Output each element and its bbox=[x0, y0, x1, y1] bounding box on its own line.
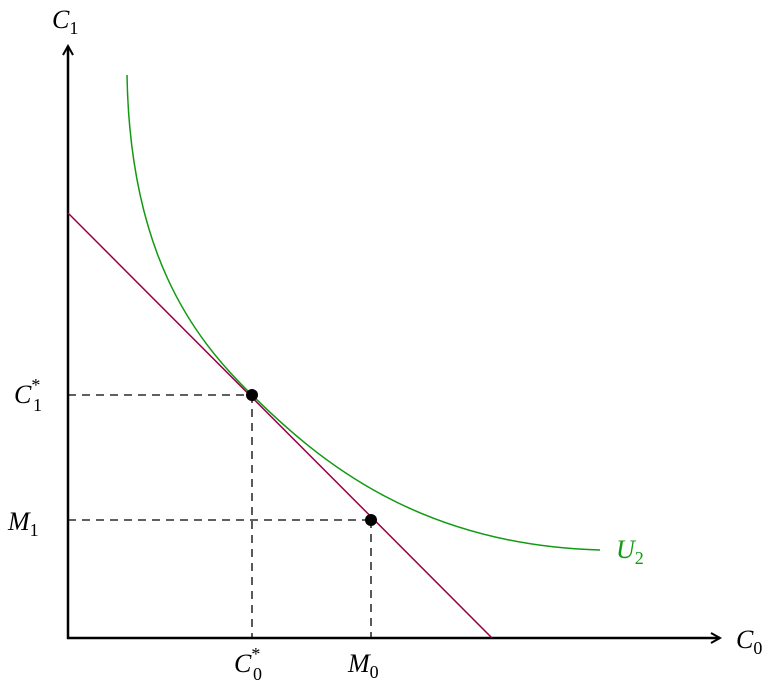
label-sub: 1 bbox=[30, 520, 39, 540]
label-sub: 2 bbox=[635, 548, 644, 568]
label-base: M bbox=[347, 649, 371, 678]
m1-label: M1 bbox=[7, 507, 39, 540]
guides bbox=[68, 394, 372, 638]
curve-label: U2 bbox=[616, 535, 644, 568]
indifference-curve bbox=[126, 74, 601, 551]
budget-line bbox=[67, 212, 493, 639]
y-axis-label: C1 bbox=[52, 5, 78, 38]
label-sub: 0 bbox=[253, 664, 262, 684]
x-axis-label: C0 bbox=[736, 625, 762, 658]
label-sup: * bbox=[31, 375, 40, 395]
label-sub: 0 bbox=[753, 638, 762, 658]
label-base: C bbox=[736, 625, 754, 654]
label-base: M bbox=[7, 507, 31, 536]
optimum-point bbox=[246, 389, 258, 401]
label-base: U bbox=[616, 535, 637, 564]
label-sub: 0 bbox=[370, 662, 379, 682]
endowment-point bbox=[365, 514, 377, 526]
label-sub: 1 bbox=[69, 18, 78, 38]
c1-star-label: C* 1 bbox=[14, 375, 42, 415]
label-sup: * bbox=[251, 644, 260, 664]
label-base: C bbox=[234, 649, 252, 678]
label-base: C bbox=[52, 5, 70, 34]
label-base: C bbox=[14, 380, 32, 409]
m0-label: M0 bbox=[347, 649, 379, 682]
c0-star-label: C* 0 bbox=[234, 644, 262, 684]
label-sub: 1 bbox=[33, 395, 42, 415]
